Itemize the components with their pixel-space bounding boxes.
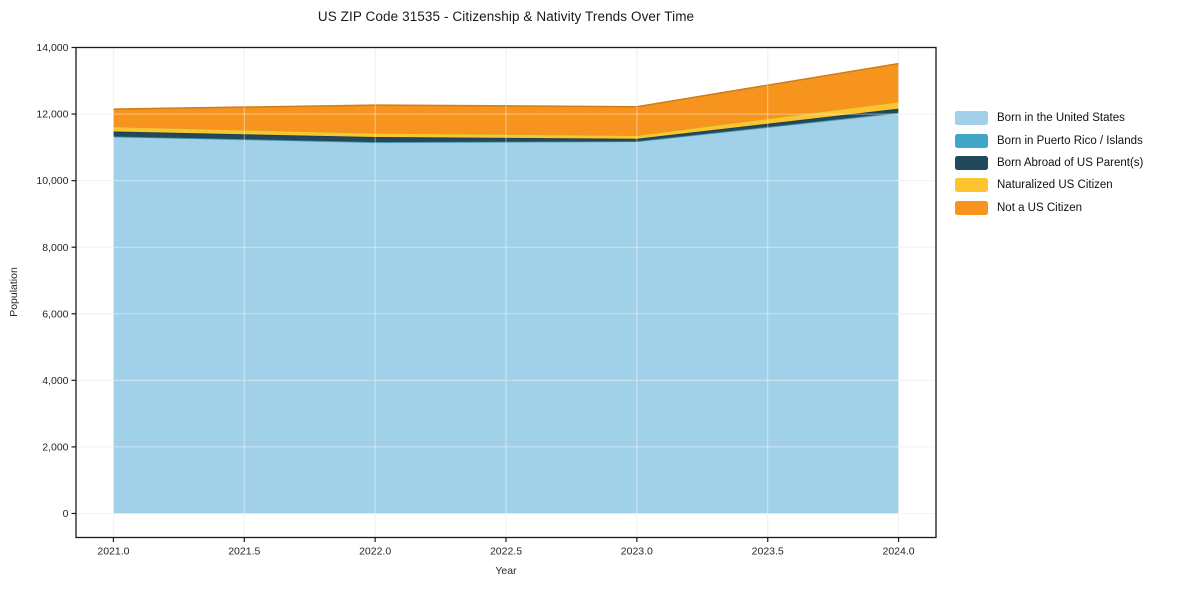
area-series-3 [113,101,899,139]
legend-item-born-in-the-united-states: Born in the United States [955,107,1143,129]
legend-swatch-born-in-the-united-states [955,111,988,126]
y-tick-label: 12,000 [36,109,68,121]
legend-item-born-in-puerto-rico-islands: Born in Puerto Rico / Islands [955,129,1143,151]
area-series-4 [113,63,899,136]
legend-swatch-born-abroad-of-us-parents [955,155,988,170]
y-tick-label: 0 [63,508,69,520]
chart-title: US ZIP Code 31535 - Citizenship & Nativi… [317,9,695,24]
x-tick-label: 2022.5 [490,546,522,558]
legend: Born in the United States Born in Puerto… [955,107,1143,219]
legend-swatch-naturalized-us-citizen [955,178,988,193]
legend-label: Born in the United States [997,112,1125,125]
y-tick-label: 10,000 [36,175,68,187]
y-tick-label: 14,000 [36,42,68,54]
legend-swatch-born-in-puerto-rico-islands [955,133,988,148]
axis-ticks: 2021.0 2021.5 2022.0 2022.5 2023.0 2023.5 2024… [36,42,914,557]
x-tick-label: 2024.0 [883,546,915,558]
legend-item-not-a-us-citizen: Not a US Citizen [955,197,1143,219]
area-series-2 [113,108,899,142]
y-tick-label: 6,000 [42,308,68,320]
y-tick-label: 2,000 [42,442,68,454]
x-tick-label: 2023.0 [621,546,653,558]
area-series-0 [113,113,899,514]
legend-item-naturalized-us-citizen: Naturalized US Citizen [955,174,1143,196]
legend-swatch-not-a-us-citizen [955,200,988,215]
legend-label: Not a US Citizen [997,201,1083,214]
legend-item-born-abroad-of-us-parents: Born Abroad of US Parent(s) [955,152,1143,174]
legend-label: Born Abroad of US Parent(s) [997,156,1144,169]
y-tick-label: 4,000 [42,375,68,387]
legend-label: Naturalized US Citizen [997,179,1113,192]
legend-label: Born in Puerto Rico / Islands [997,134,1143,147]
edge-series-4 [113,62,899,110]
stacked-areas [113,62,899,514]
x-tick-label: 2022.0 [359,546,391,558]
y-tick-label: 8,000 [42,242,68,254]
x-axis-label: Year [495,565,517,577]
x-tick-label: 2023.5 [752,546,784,558]
x-tick-label: 2021.5 [228,546,260,558]
x-tick-label: 2021.0 [97,546,129,558]
